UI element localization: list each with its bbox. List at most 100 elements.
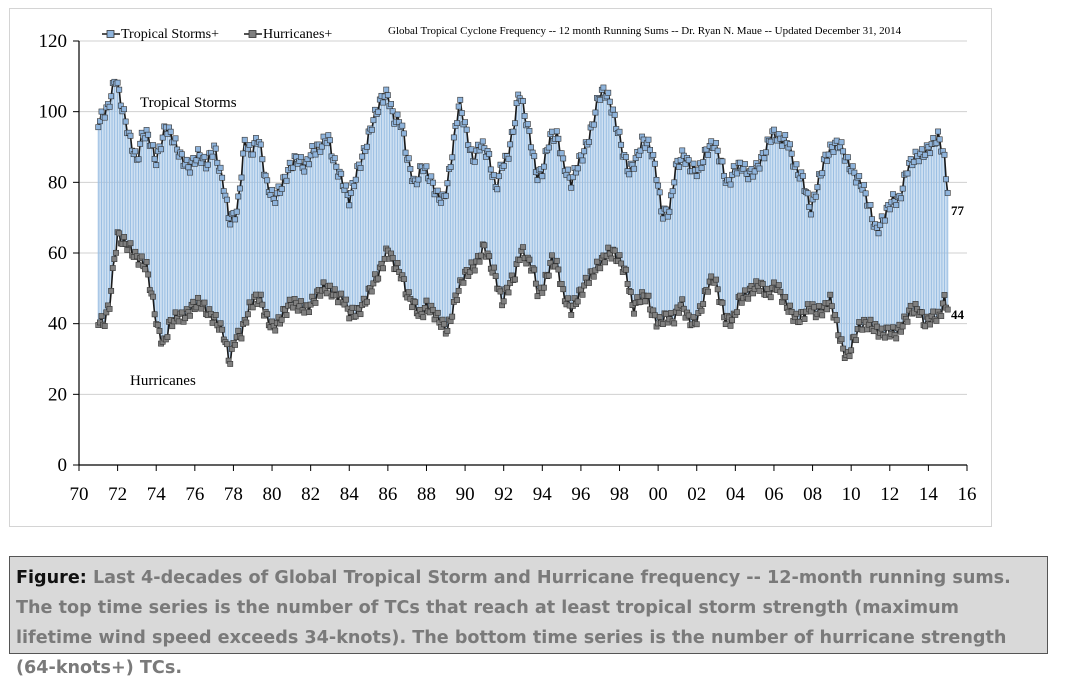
hurricanes-point xyxy=(867,316,874,323)
tropical-storms-point xyxy=(209,153,216,160)
x-tick-label: 02 xyxy=(687,484,706,505)
hurricanes-point xyxy=(745,295,752,302)
hurricanes-point xyxy=(748,283,755,289)
hurricanes-point xyxy=(381,255,388,262)
tropical-storms-point xyxy=(458,110,465,116)
tropical-storms-point xyxy=(708,138,715,145)
hurricanes-point xyxy=(478,252,485,259)
hurricanes-point xyxy=(713,276,719,283)
tropical-storms-point xyxy=(650,152,657,158)
tropical-storms-point xyxy=(269,186,275,193)
tropical-storms-point xyxy=(325,132,332,139)
hurricanes-point xyxy=(927,321,933,328)
tropical-storms-point xyxy=(338,170,345,177)
tropical-storms-point xyxy=(370,117,377,124)
hurricanes-point xyxy=(156,328,163,334)
tropical-storms-point xyxy=(671,179,678,186)
tropical-storms-point xyxy=(347,190,354,196)
y-tick-label: 120 xyxy=(39,31,68,52)
tropical-storms-point xyxy=(647,147,653,153)
hurricanes-point xyxy=(116,230,123,237)
tropical-storms-point xyxy=(447,164,454,170)
tropical-storms-point xyxy=(434,187,441,194)
hurricanes-point xyxy=(904,318,911,325)
hurricanes-point xyxy=(286,296,293,303)
tropical-storms-point xyxy=(331,155,338,162)
hurricanes-point xyxy=(764,285,771,292)
tropical-storms-point xyxy=(941,151,948,158)
hurricanes-point xyxy=(616,252,623,259)
hurricanes-point xyxy=(631,310,637,317)
hurricanes-point xyxy=(283,312,290,318)
tropical-storms-point xyxy=(664,213,671,220)
tropical-storms-point xyxy=(734,170,740,177)
hurricanes-point xyxy=(624,281,631,287)
hurricanes-point xyxy=(312,300,319,306)
tropical-storms-point xyxy=(745,176,752,183)
hurricanes-point xyxy=(623,266,629,273)
tropical-storms-point xyxy=(442,192,449,199)
hurricanes-point xyxy=(526,256,533,263)
x-tick-label: 88 xyxy=(417,484,436,505)
hurricanes-point xyxy=(370,280,377,287)
chart-title: Global Tropical Cyclone Frequency -- 12 … xyxy=(388,25,902,37)
hurricanes-point xyxy=(124,247,131,253)
tropical-storms-point xyxy=(219,174,226,181)
tropical-storms-point xyxy=(320,133,327,140)
hurricanes-point xyxy=(637,299,644,305)
y-tick-label: 80 xyxy=(48,172,67,193)
hurricanes-point xyxy=(656,314,663,320)
hurricanes-point xyxy=(154,321,161,328)
hurricanes-point xyxy=(838,336,845,343)
tropical-storms-point xyxy=(666,208,673,215)
tropical-storms-point xyxy=(227,221,234,228)
caption-text: Last 4-decades of Global Tropical Storm … xyxy=(16,568,1011,678)
hurricanes-point xyxy=(523,260,530,267)
tropical-storms-point xyxy=(936,136,943,143)
chart-frame: 0 20 40 60 80 100 120 70 72 74 76 78 80 82 84 86 88 90 92 9… xyxy=(9,8,992,527)
hurricanes-point xyxy=(771,279,777,286)
hurricanes-point xyxy=(579,291,586,298)
tropical-storms-point xyxy=(806,204,813,210)
hurricanes-point xyxy=(685,312,692,319)
tropical-storms-point xyxy=(241,136,248,143)
hurricanes-point xyxy=(151,311,158,318)
tropical-storms-point xyxy=(278,186,285,192)
hurricanes-point xyxy=(235,327,242,334)
tropical-storms-point xyxy=(586,139,592,145)
tropical-storms-point xyxy=(714,147,721,154)
hurricanes-point xyxy=(853,337,859,344)
x-tick-label: 86 xyxy=(378,484,397,505)
x-tick-label: 06 xyxy=(764,484,783,505)
tropical-storms-point xyxy=(528,144,534,151)
hurricanes-point xyxy=(650,307,657,314)
hurricanes-point xyxy=(816,303,822,309)
tropical-storms-point xyxy=(257,141,264,148)
legend-marker-tropical-storms xyxy=(106,30,115,38)
end-label-tropical-storms: 77 xyxy=(951,203,965,218)
tropical-storms-point xyxy=(804,190,811,197)
hurricanes-point xyxy=(364,298,370,305)
tropical-storms-point xyxy=(253,135,259,141)
hurricanes-point xyxy=(590,273,597,280)
tropical-storms-point xyxy=(637,147,644,154)
tropical-storms-point xyxy=(541,163,547,170)
tropical-storms-point xyxy=(415,176,422,183)
tropical-storms-point xyxy=(240,150,246,157)
legend: Tropical Storms+ Hurricanes+ xyxy=(102,27,332,42)
hurricanes-point xyxy=(108,287,115,294)
hurricanes-point xyxy=(582,274,589,281)
hurricanes-point xyxy=(594,258,600,265)
hurricanes-point xyxy=(759,280,766,287)
hurricanes-point xyxy=(111,256,118,262)
x-tick-label: 00 xyxy=(649,484,668,505)
hurricanes-point xyxy=(298,298,304,304)
tropical-storms-point xyxy=(357,165,364,171)
tropical-storms-point xyxy=(698,165,705,172)
hurricanes-point xyxy=(782,294,789,300)
tropical-storms-point xyxy=(690,160,697,167)
tropical-storms-point xyxy=(235,193,242,200)
tropical-storms-point xyxy=(309,143,316,149)
tropical-storms-point xyxy=(428,173,435,180)
